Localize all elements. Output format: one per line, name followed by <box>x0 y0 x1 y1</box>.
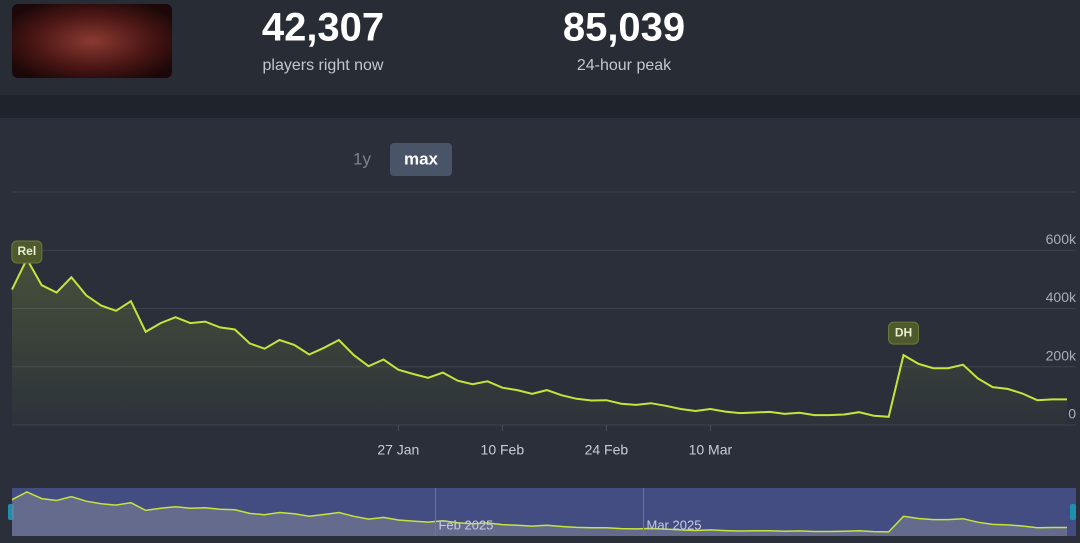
divider <box>0 95 1080 118</box>
navigator-tick-label: Mar 2025 <box>647 517 702 532</box>
range-button[interactable]: 1y <box>353 149 371 168</box>
navigator-line <box>11 491 1067 533</box>
stat-value: 42,307 <box>262 6 384 50</box>
range-button[interactable]: max <box>404 149 439 168</box>
series-area <box>12 259 1067 425</box>
y-tick-label: 200k <box>1046 347 1077 363</box>
annotation-bg <box>888 321 920 345</box>
navigator-tick-label: Feb 2025 <box>438 517 493 532</box>
annotation-label: DH <box>895 325 912 339</box>
annotation-label: Rel <box>18 244 37 258</box>
stat-value: 85,039 <box>563 6 685 50</box>
x-tick-label: 10 Feb <box>481 442 525 458</box>
stat-label: players right now <box>263 57 384 74</box>
y-tick-label: 400k <box>1046 289 1077 305</box>
x-tick-label: 27 Jan <box>377 442 419 458</box>
navigator-area <box>12 492 1067 536</box>
x-tick-label: 24 Feb <box>585 442 629 458</box>
range-button-bg[interactable] <box>390 143 452 176</box>
annotation: DH <box>888 321 920 345</box>
y-tick-label: 600k <box>1046 231 1077 247</box>
series-line <box>11 256 1067 418</box>
game-thumbnail[interactable] <box>12 4 172 78</box>
header-bg <box>0 0 1080 95</box>
y-tick-label: 0 <box>1068 406 1076 422</box>
annotation-bg <box>11 240 43 264</box>
stat-label: 24-hour peak <box>577 57 672 74</box>
annotation: Rel <box>11 240 43 264</box>
x-tick-label: 10 Mar <box>689 442 733 458</box>
navigator-handle[interactable] <box>1070 504 1076 520</box>
